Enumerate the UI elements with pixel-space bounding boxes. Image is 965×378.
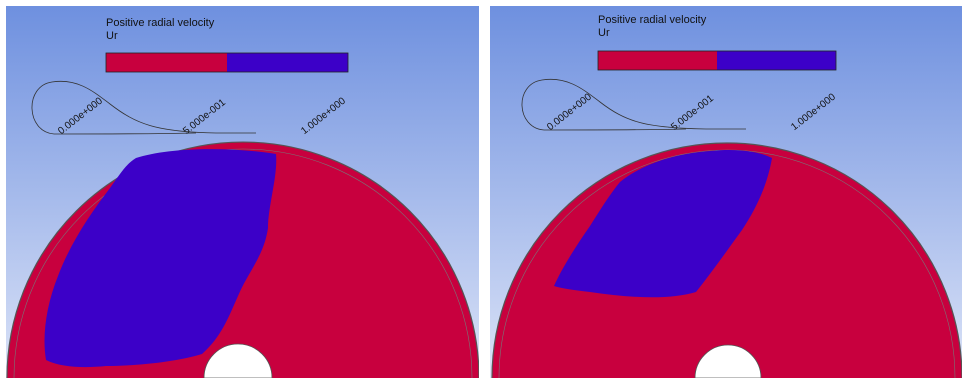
domain-outer-wall: [6, 141, 479, 378]
legend-variable: Ur: [106, 30, 118, 42]
legend-bar-negative: [106, 53, 227, 72]
legend-title: Positive radial velocity: [598, 14, 707, 26]
legend-bar-positive: [717, 51, 836, 70]
right-contour-plot: [490, 6, 962, 378]
legend-variable: Ur: [598, 27, 610, 39]
positive-velocity-region: [44, 149, 277, 368]
legend-loop-base: [53, 132, 197, 135]
left-contour-plot: [6, 6, 479, 378]
legend-title: Positive radial velocity: [106, 17, 215, 29]
right-contour-panel: Positive radial velocity Ur 0.000e+000 5…: [490, 6, 962, 378]
positive-velocity-fragment: [118, 176, 132, 184]
positive-velocity-region: [554, 149, 772, 298]
legend-bar-frame: [105, 52, 349, 73]
hub-cutout: [694, 344, 762, 378]
legend-loop-curve: [31, 80, 256, 135]
legend-loop-curve: [521, 78, 746, 131]
legend-bar-frame: [597, 50, 837, 71]
legend-loop-base: [543, 128, 687, 131]
legend-bar-negative: [598, 51, 717, 70]
hub-cutout: [203, 343, 273, 378]
domain-inner-wall: [13, 148, 473, 378]
left-contour-panel: Positive radial velocity Ur 0.000e+000 5…: [6, 6, 479, 378]
legend-bar-positive: [227, 53, 348, 72]
domain-outer-wall: [491, 142, 962, 378]
